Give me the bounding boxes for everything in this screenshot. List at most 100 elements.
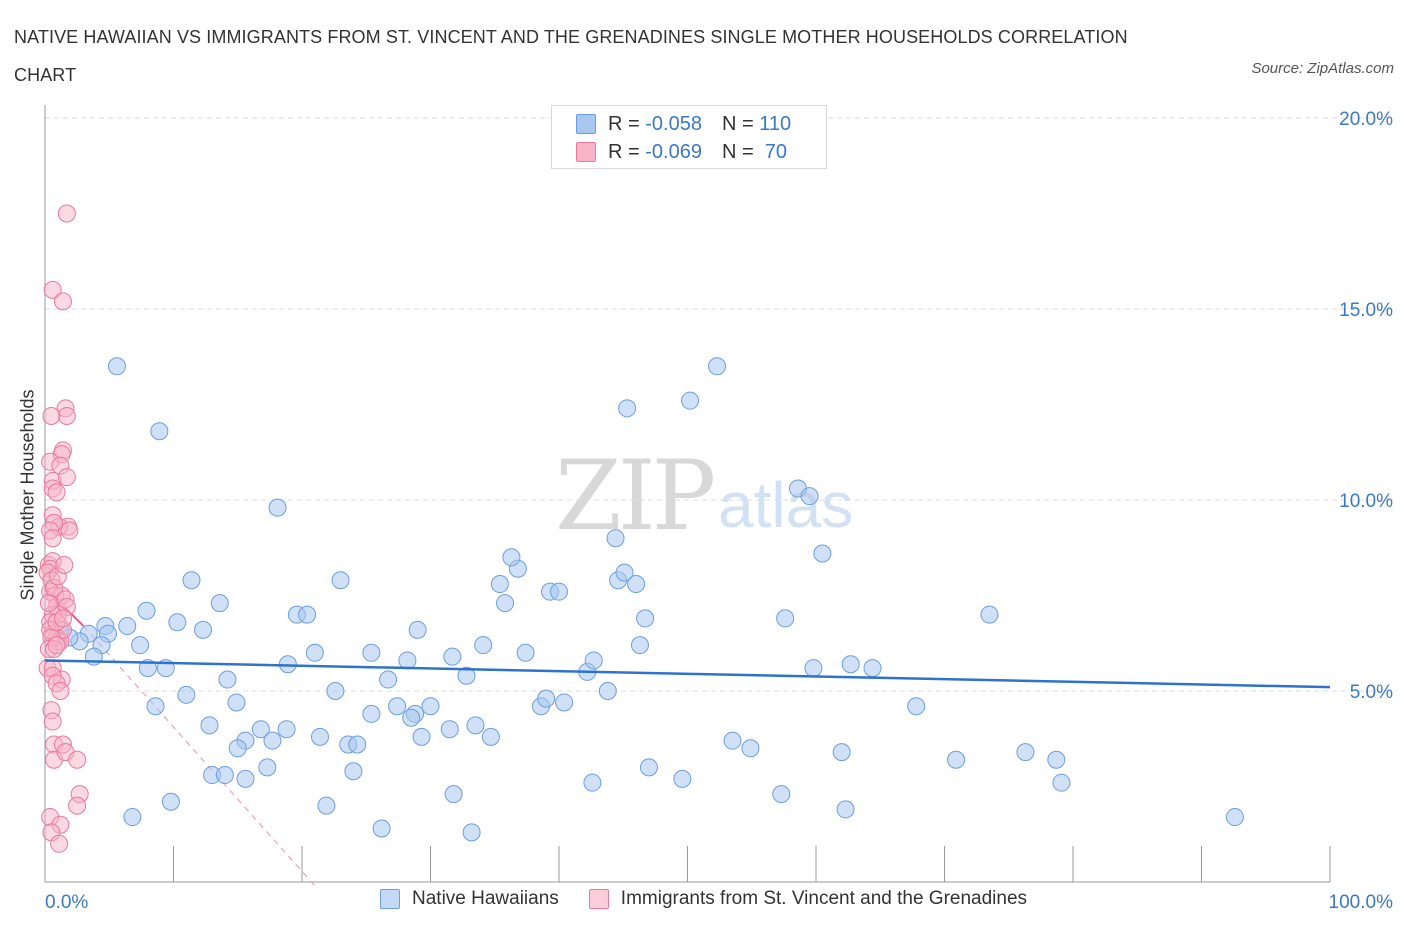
data-point-native-hawaiians — [490, 575, 509, 594]
data-point-native-hawaiians — [379, 670, 398, 689]
data-point-native-hawaiians — [440, 720, 459, 739]
grid-lines — [45, 117, 1390, 692]
data-point-native-hawaiians — [412, 727, 431, 746]
legend-row-immigrants: R = -0.069 N = 70 — [576, 140, 787, 164]
data-point-native-hawaiians — [947, 750, 966, 769]
data-point-native-hawaiians — [1016, 743, 1035, 762]
data-point-native-hawaiians — [443, 647, 462, 666]
y-tick-label: 5.0% — [1350, 682, 1393, 703]
data-point-native-hawaiians — [298, 605, 317, 624]
data-point-native-hawaiians — [636, 609, 655, 628]
data-point-native-hawaiians — [516, 643, 535, 662]
data-point-immigrants — [43, 280, 62, 299]
trend-lines-native-hawaiians — [44, 659, 1331, 689]
data-point-native-hawaiians — [980, 605, 999, 624]
data-point-native-hawaiians — [462, 823, 481, 842]
data-point-native-hawaiians — [800, 487, 819, 506]
data-point-native-hawaiians — [402, 708, 421, 727]
data-point-native-hawaiians — [813, 544, 832, 563]
legend-r-label: R = — [608, 112, 646, 135]
data-point-native-hawaiians — [251, 720, 270, 739]
data-point-immigrants — [57, 468, 76, 487]
data-point-native-hawaiians — [673, 769, 692, 788]
data-point-native-hawaiians — [398, 651, 417, 670]
data-point-native-hawaiians — [537, 689, 556, 708]
data-point-immigrants — [43, 712, 62, 731]
data-point-native-hawaiians — [772, 785, 791, 804]
data-point-native-hawaiians — [317, 796, 336, 815]
y-tick-label: 20.0% — [1339, 109, 1393, 130]
legend-r-label: R = — [608, 140, 646, 163]
data-point-immigrants — [68, 750, 87, 769]
data-point-native-hawaiians — [466, 716, 485, 735]
legend-item-native-hawaiians: Native Hawaiians — [380, 888, 559, 910]
data-point-native-hawaiians — [305, 643, 324, 662]
legend-r-value: -0.069 — [645, 140, 702, 163]
data-point-native-hawaiians — [481, 727, 500, 746]
data-point-native-hawaiians — [630, 636, 649, 655]
data-point-native-hawaiians — [598, 682, 617, 700]
data-point-native-hawaiians — [344, 762, 363, 781]
legend-label-immigrants: Immigrants from St. Vincent and the Gren… — [620, 888, 1028, 909]
data-point-native-hawaiians — [907, 697, 926, 716]
data-point-immigrants — [55, 555, 74, 574]
data-point-native-hawaiians — [474, 636, 493, 655]
data-point-native-hawaiians — [150, 422, 169, 441]
data-point-native-hawaiians — [627, 575, 646, 594]
data-point-native-hawaiians — [182, 571, 201, 590]
data-point-native-hawaiians — [502, 548, 521, 567]
data-point-native-hawaiians — [555, 693, 574, 712]
y-axis-label: Single Mother Households — [17, 389, 38, 601]
data-point-immigrants — [47, 636, 66, 655]
data-point-native-hawaiians — [444, 785, 463, 804]
legend-r-value: -0.058 — [645, 112, 702, 135]
data-point-native-hawaiians — [372, 819, 391, 838]
data-point-native-hawaiians — [804, 659, 823, 678]
data-point-native-hawaiians — [194, 620, 213, 639]
data-point-native-hawaiians — [776, 609, 795, 628]
legend-n-label: N = — [721, 112, 760, 135]
data-point-native-hawaiians — [708, 357, 727, 376]
data-point-immigrants — [53, 292, 72, 311]
legend-swatch-pink — [588, 889, 609, 909]
data-point-native-hawaiians — [550, 582, 568, 601]
data-point-native-hawaiians — [681, 391, 700, 410]
legend-row-native-hawaiians: R = -0.058 N = 110 — [576, 112, 791, 136]
data-point-native-hawaiians — [841, 655, 860, 674]
chart-title: NATIVE HAWAIIAN VS IMMIGRANTS FROM ST. V… — [14, 27, 1128, 85]
data-point-native-hawaiians — [200, 716, 219, 735]
data-point-native-hawaiians — [388, 697, 407, 716]
data-point-immigrants — [57, 204, 76, 223]
y-tick-label: 15.0% — [1339, 300, 1393, 321]
x-tick-label: 0.0% — [45, 892, 88, 913]
data-point-native-hawaiians — [277, 720, 296, 739]
legend-swatch-blue — [576, 114, 596, 134]
data-point-immigrants — [42, 406, 61, 425]
data-point-native-hawaiians — [457, 666, 476, 685]
data-point-native-hawaiians — [1052, 773, 1071, 792]
data-point-native-hawaiians — [362, 704, 381, 723]
data-point-native-hawaiians — [228, 739, 247, 758]
data-point-native-hawaiians — [863, 659, 882, 678]
tick-labels: 5.0% 10.0% 15.0% 20.0% 0.0% 100.0% — [45, 109, 1393, 913]
watermark-zip: ZIP — [555, 440, 716, 552]
data-point-native-hawaiians — [741, 739, 760, 758]
data-point-native-hawaiians — [258, 758, 277, 777]
data-point-native-hawaiians — [123, 808, 142, 827]
data-point-native-hawaiians — [331, 571, 350, 590]
points-immigrants — [38, 204, 89, 853]
data-point-native-hawaiians — [161, 792, 180, 811]
data-point-native-hawaiians — [107, 357, 126, 376]
data-point-native-hawaiians — [137, 601, 156, 620]
data-point-native-hawaiians — [236, 769, 255, 788]
data-point-native-hawaiians — [639, 758, 658, 777]
trend-line-native-hawaiians — [44, 659, 1331, 689]
data-point-immigrants — [53, 609, 72, 628]
data-point-native-hawaiians — [210, 594, 229, 613]
data-point-native-hawaiians — [268, 498, 287, 517]
points-native-hawaiians — [51, 357, 1244, 842]
data-point-immigrants — [51, 682, 70, 700]
data-point-native-hawaiians — [723, 731, 742, 750]
data-point-native-hawaiians — [1047, 750, 1066, 769]
